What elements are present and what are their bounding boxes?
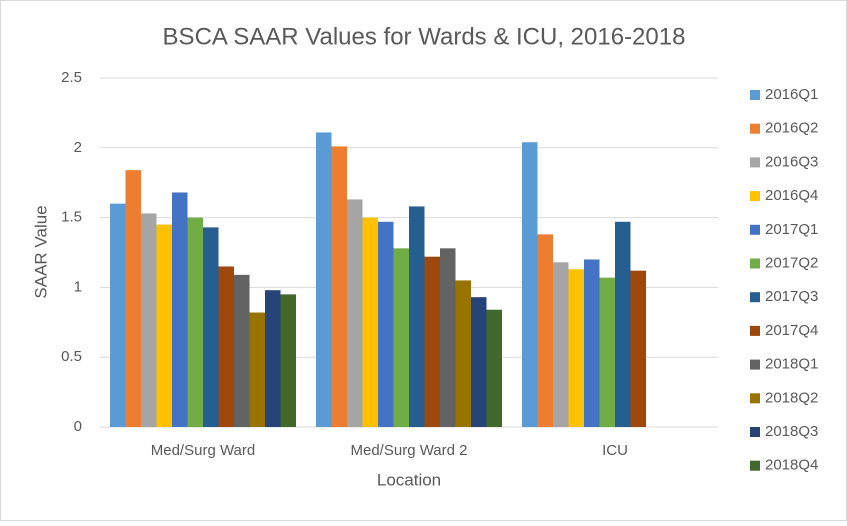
bar <box>615 221 631 427</box>
bar <box>249 312 265 427</box>
bar <box>316 132 332 427</box>
y-tick-label: 1.5 <box>61 209 82 226</box>
y-tick-label: 0.5 <box>61 348 82 365</box>
legend-swatch <box>750 258 760 269</box>
legend-swatch <box>750 325 760 336</box>
legend-label: 2018Q1 <box>765 356 818 373</box>
bar <box>486 309 502 427</box>
bar <box>187 217 203 427</box>
bar <box>378 221 394 427</box>
bar <box>110 203 126 427</box>
bar <box>331 146 347 428</box>
legend-swatch <box>750 191 760 202</box>
legend-swatch <box>750 292 760 303</box>
x-tick-label: ICU <box>602 442 628 459</box>
bar <box>141 213 157 427</box>
bar <box>568 269 584 427</box>
legend-label: 2016Q4 <box>765 187 818 204</box>
y-tick-label: 1 <box>74 278 82 295</box>
bar <box>347 199 363 427</box>
legend-swatch <box>750 393 760 404</box>
bar <box>599 277 615 427</box>
bar <box>265 290 281 427</box>
legend-swatch <box>750 90 760 100</box>
bar <box>440 248 456 427</box>
y-tick-label: 2 <box>74 139 82 156</box>
legend-swatch <box>750 123 760 134</box>
bar <box>156 224 172 427</box>
legend-label: 2016Q1 <box>765 86 818 103</box>
bar <box>537 234 553 427</box>
legend-label: 2017Q1 <box>765 221 818 238</box>
bar <box>218 266 234 427</box>
bar <box>172 192 188 427</box>
legend-label: 2018Q2 <box>765 389 818 406</box>
bar <box>234 274 250 427</box>
y-tick-label: 0 <box>74 418 82 435</box>
legend-label: 2018Q4 <box>765 457 818 474</box>
bar <box>424 256 440 427</box>
bar <box>280 294 296 427</box>
bar <box>471 297 487 427</box>
legend-label: 2016Q2 <box>765 120 818 137</box>
bar <box>362 217 378 427</box>
bar <box>522 142 538 427</box>
legend-label: 2017Q2 <box>765 254 818 271</box>
y-axis-label: SAAR Value <box>31 205 50 298</box>
legend-swatch <box>750 460 760 471</box>
legend-label: 2017Q4 <box>765 322 818 339</box>
legend-swatch <box>750 427 760 437</box>
bar <box>125 170 141 428</box>
legend-swatch <box>750 224 760 235</box>
bar <box>630 270 646 427</box>
bar <box>409 206 425 427</box>
x-tick-label: Med/Surg Ward 2 <box>351 442 468 459</box>
bar <box>455 280 471 427</box>
bar <box>584 259 600 427</box>
x-tick-label: Med/Surg Ward <box>151 442 255 459</box>
legend-label: 2016Q3 <box>765 153 818 170</box>
bar <box>393 248 409 427</box>
x-axis-label: Location <box>377 470 441 489</box>
chart-title: BSCA SAAR Values for Wards & ICU, 2016-2… <box>163 23 686 50</box>
legend-swatch <box>750 359 760 370</box>
bar <box>203 227 219 427</box>
legend-label: 2018Q3 <box>765 423 818 440</box>
legend-label: 2017Q3 <box>765 288 818 305</box>
bar <box>553 262 569 427</box>
y-tick-label: 2.5 <box>61 69 82 86</box>
legend-swatch <box>750 157 760 168</box>
